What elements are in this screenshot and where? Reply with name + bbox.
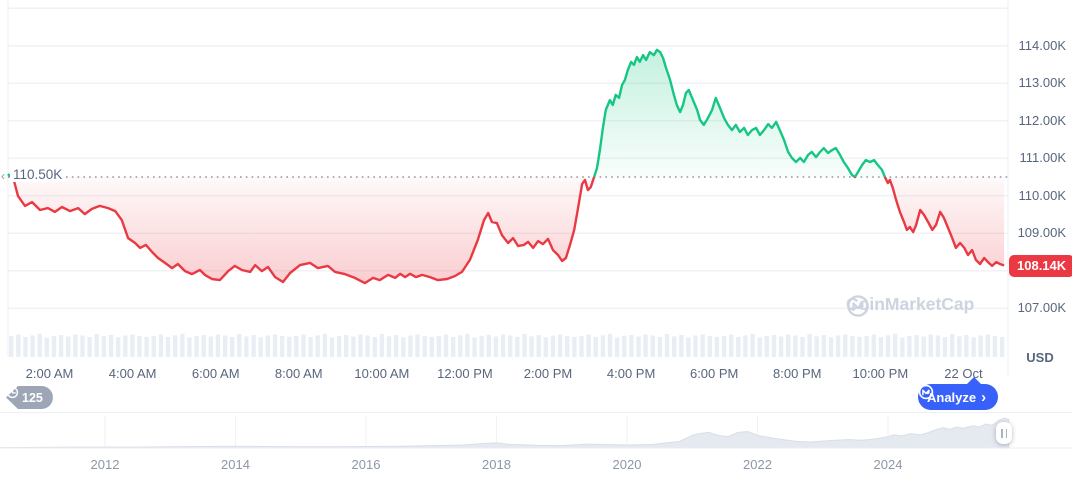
- analyze-label: Analyze: [927, 389, 977, 405]
- y-axis-label: 112.00K: [1018, 112, 1066, 128]
- x-axis-label: 4:00 AM: [108, 366, 157, 381]
- x-axis-label: 2:00 AM: [25, 366, 74, 381]
- x-axis-label: 2:00 PM: [523, 366, 573, 381]
- x-axis-label: 6:00 PM: [689, 366, 739, 381]
- y-axis-label: 110.00K: [1018, 187, 1066, 203]
- x-axis-label: 8:00 PM: [773, 366, 822, 381]
- y-axis-label: 111.00K: [1019, 150, 1066, 166]
- volume-bars: [9, 333, 1005, 358]
- x-axis-label: 10:00 AM: [354, 366, 410, 381]
- coinmarketcap-logo-icon: [918, 384, 934, 400]
- x-axis-label: 12:00 PM: [437, 366, 493, 381]
- x-axis-label: 6:00 AM: [191, 366, 240, 381]
- timeline-drag-handle[interactable]: [996, 422, 1012, 444]
- watermark-text: CoinMarketCap: [846, 294, 975, 314]
- y-axis-label: 113.00K: [1018, 75, 1066, 91]
- mini-area: [0, 417, 1010, 449]
- y-axis-label: 114.00K: [1018, 37, 1066, 53]
- history-count-badge[interactable]: 125: [6, 386, 53, 409]
- x-axis-label: 4:00 PM: [606, 366, 656, 381]
- history-count: 125: [22, 390, 43, 405]
- analyze-button[interactable]: Analyze ›: [918, 384, 999, 410]
- area-above-baseline: [8, 49, 1005, 177]
- coinmarketcap-logo-icon: [847, 295, 869, 317]
- timeline-navigator: [0, 416, 1072, 449]
- year-axis-label: 2022: [743, 457, 772, 472]
- x-axis-label: 10:00 PM: [852, 366, 909, 381]
- y-axis-label: 107.00K: [1017, 300, 1066, 316]
- analyze-pointer-icon: [966, 377, 982, 385]
- year-axis-label: 2024: [873, 457, 903, 472]
- baseline-marker-icon: ‹: [1, 169, 5, 183]
- x-axis-label: 8:00 AM: [274, 366, 323, 381]
- year-axis-label: 2020: [612, 457, 642, 472]
- currency-toggle[interactable]: USD: [1026, 350, 1054, 365]
- year-axis-label: 2018: [482, 457, 511, 472]
- baseline-price-label: 110.50K: [10, 168, 66, 182]
- y-axis-label: 109.00K: [1017, 225, 1066, 241]
- chevron-right-icon: ›: [981, 388, 987, 406]
- price-line-up: [7, 48, 887, 177]
- area-below-baseline: [8, 177, 1005, 284]
- year-axis-label: 2012: [90, 457, 120, 472]
- year-axis-label: 2014: [221, 457, 250, 472]
- price-line-down: [9, 177, 1005, 285]
- year-axis-label: 2016: [351, 457, 381, 472]
- current-price-badge: 108.14K: [1009, 254, 1072, 277]
- watermark: CoinMarketCap: [846, 294, 975, 317]
